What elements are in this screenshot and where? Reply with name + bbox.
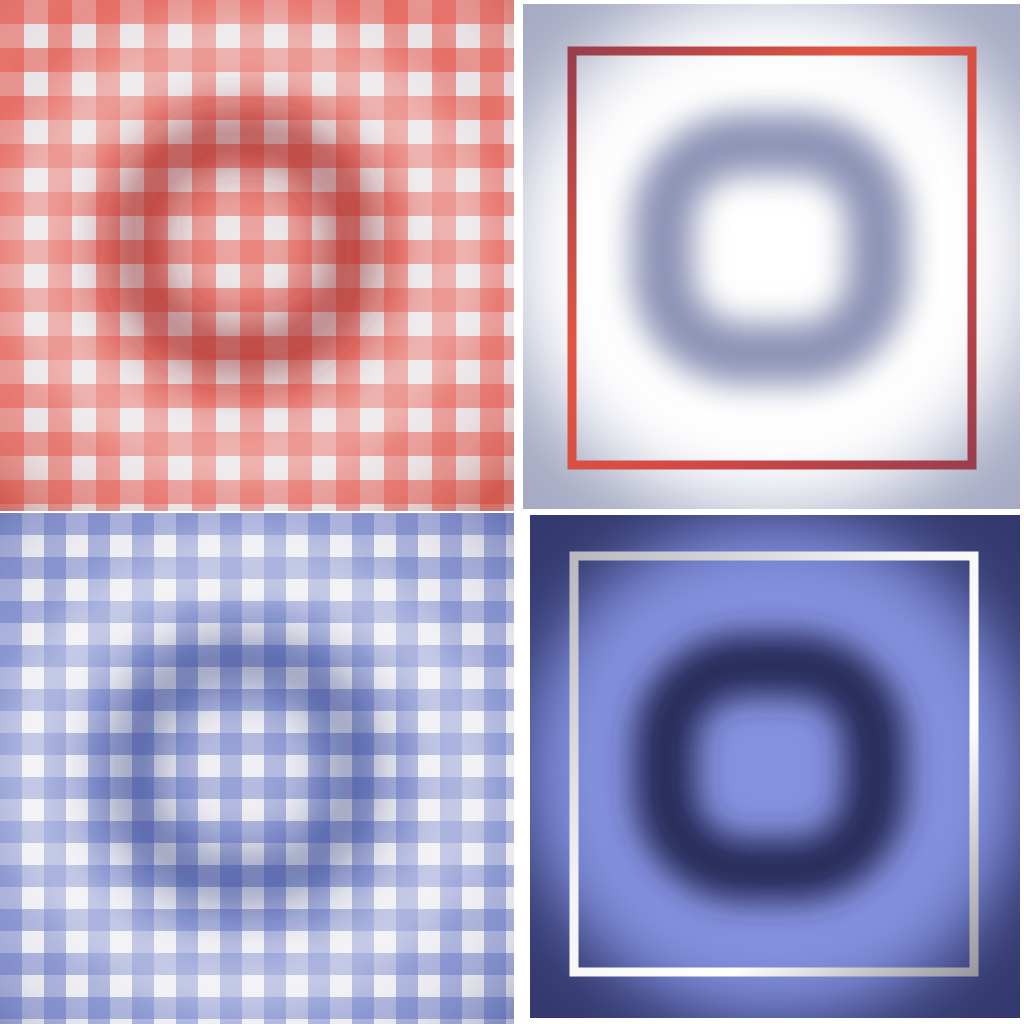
navy-ring-frame-tile xyxy=(530,515,1020,1018)
grey-ring-frame-graphic xyxy=(523,4,1020,509)
red-frame xyxy=(567,46,977,470)
red-gingham-graphic xyxy=(0,0,514,511)
blue-gingham-tile xyxy=(0,513,514,1024)
grey-ring-frame-tile xyxy=(523,4,1020,509)
navy-ring-frame-graphic xyxy=(530,515,1020,1018)
blue-gingham-graphic xyxy=(0,513,514,1024)
silver-frame xyxy=(569,551,979,977)
red-gingham-tile xyxy=(0,0,514,511)
